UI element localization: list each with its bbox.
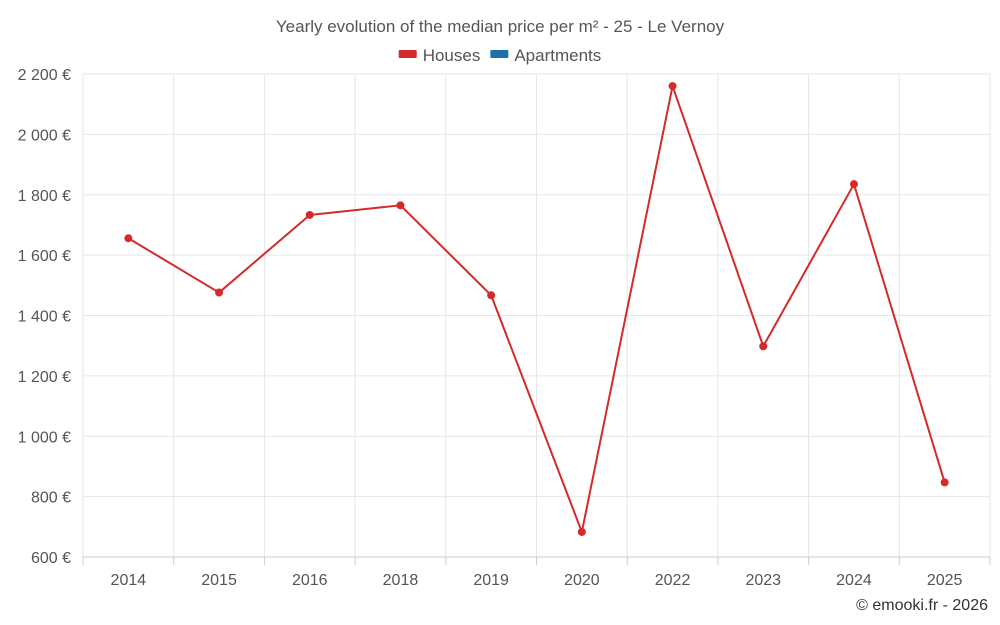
- grid: [82, 73, 991, 558]
- x-tick-label: 2018: [383, 572, 419, 589]
- data-point-2023[interactable]: [759, 342, 768, 351]
- x-tick-label: 2020: [564, 572, 600, 589]
- legend-label: Houses: [423, 46, 481, 65]
- legend-swatch: [398, 50, 417, 58]
- series-line-houses: [127, 85, 946, 533]
- x-tick-label: 2019: [473, 572, 509, 589]
- legend-item-houses[interactable]: Houses: [398, 46, 481, 65]
- data-point-2018[interactable]: [396, 201, 405, 210]
- data-point-2015[interactable]: [215, 288, 224, 297]
- x-tick-label: 2014: [111, 572, 147, 589]
- data-point-2019[interactable]: [487, 291, 496, 300]
- credit-text: © emooki.fr - 2026: [856, 597, 988, 614]
- y-tick-label: 800 €: [31, 490, 71, 507]
- y-tick-label: 2 200 €: [18, 67, 71, 84]
- series-layer: [124, 82, 949, 536]
- legend-swatch: [490, 50, 509, 58]
- y-tick-label: 1 200 €: [18, 369, 71, 386]
- chart-title: Yearly evolution of the median price per…: [276, 17, 725, 36]
- legend-item-apartments[interactable]: Apartments: [490, 46, 601, 65]
- data-point-2024[interactable]: [849, 180, 858, 189]
- y-tick-label: 2 000 €: [18, 127, 71, 144]
- x-tick-label: 2025: [927, 572, 963, 589]
- x-tick-label: 2015: [201, 572, 237, 589]
- y-tick-label: 1 000 €: [18, 429, 71, 446]
- x-tick-label: 2022: [655, 572, 691, 589]
- data-point-2014[interactable]: [124, 234, 133, 243]
- data-point-2016[interactable]: [305, 210, 314, 219]
- y-tick-label: 600 €: [31, 550, 71, 567]
- data-point-2025[interactable]: [940, 478, 949, 487]
- x-tick-label: 2016: [292, 572, 328, 589]
- data-point-2020[interactable]: [577, 527, 586, 536]
- legend-label: Apartments: [514, 46, 601, 65]
- data-point-2022[interactable]: [668, 82, 677, 91]
- y-tick-label: 1 400 €: [18, 309, 71, 326]
- legend: Houses Apartments: [398, 46, 601, 65]
- y-tick-label: 1 600 €: [18, 248, 71, 265]
- x-tick-label: 2024: [836, 572, 872, 589]
- x-tick-label: 2023: [745, 572, 781, 589]
- axes: 600 € 800 € 1 000 € 1 200 € 1 400 € 1 600 € 1 …: [18, 67, 991, 589]
- y-tick-label: 1 800 €: [18, 188, 71, 205]
